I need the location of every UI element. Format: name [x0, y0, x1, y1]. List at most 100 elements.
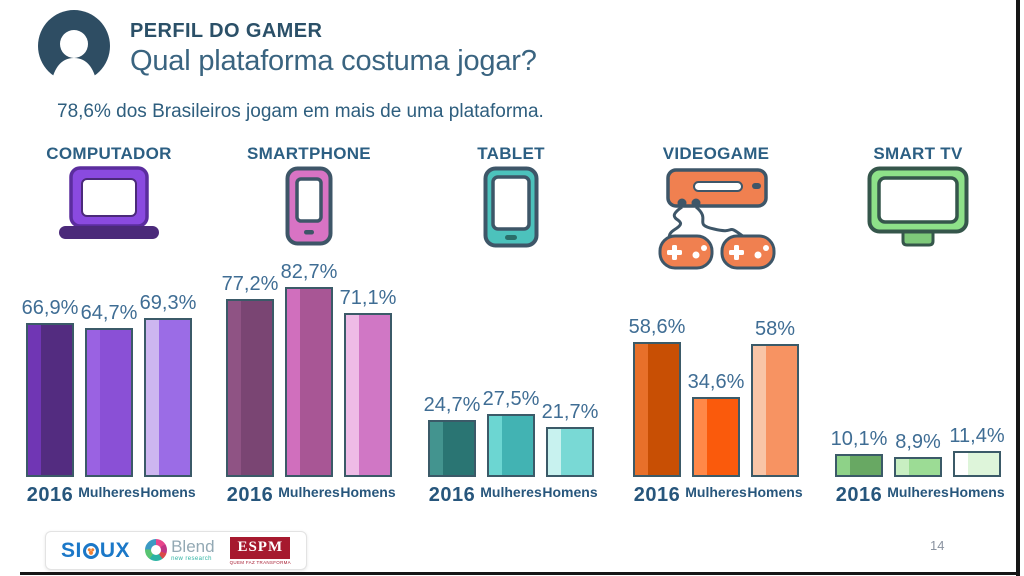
bar	[835, 454, 883, 477]
bar	[285, 287, 333, 477]
series-labels-row: 2016 Mulheres Homens	[226, 484, 396, 507]
bar-column: 34,6%	[688, 371, 744, 477]
series-label: Mulheres	[685, 484, 747, 500]
espm-tagline: QUEM FAZ TRANSFORMA	[229, 559, 291, 565]
slide-bottom-edge	[20, 572, 1020, 575]
series-label: 2016	[226, 484, 274, 506]
group-label: SMART TV	[873, 144, 963, 163]
bar-column: 71,1%	[340, 287, 396, 477]
value-label: 71,1%	[339, 287, 397, 309]
laptop-icon	[26, 166, 192, 242]
series-label: 2016	[428, 484, 476, 506]
bar	[546, 427, 594, 477]
value-label: 10,1%	[830, 428, 888, 450]
tablet-icon	[428, 166, 594, 248]
series-labels-row: 2016 Mulheres Homens	[26, 484, 196, 507]
bar-column: 8,9%	[894, 431, 942, 477]
page-title: Qual plataforma costuma jogar?	[130, 45, 537, 77]
chart-subtitle: 78,6% dos Brasileiros jogam em mais de u…	[57, 101, 544, 122]
header: PERFIL DO GAMER Qual plataforma costuma …	[130, 20, 537, 78]
bar-column: 24,7%	[424, 394, 480, 477]
bar-column: 21,7%	[542, 401, 598, 477]
espm-name: ESPM	[230, 536, 291, 559]
bar-column: 11,4%	[949, 425, 1005, 477]
series-labels-row: 2016 Mulheres Homens	[835, 484, 1005, 507]
value-label: 8,9%	[895, 431, 941, 453]
value-label: 69,3%	[139, 292, 197, 314]
person-icon	[36, 8, 112, 95]
series-label: Mulheres	[480, 484, 542, 500]
platform-group: SMARTPHONE 77,2% 82,7% 71,1% 2016 Mulheres Hom…	[222, 140, 397, 576]
platform-group: SMART TV 10,1% 8,9% 11,4% 2016 Mulheres Homens	[831, 140, 1005, 576]
platform-group: VIDEOGAME 58,6% 34,6% 58% 2016 Mulheres Homens	[629, 140, 803, 576]
series-label: Homens	[949, 484, 1005, 500]
value-label: 66,9%	[21, 297, 79, 319]
sioux-text-pre: SI	[61, 538, 82, 562]
group-label: VIDEOGAME	[662, 144, 770, 163]
bar-row: 66,9% 64,7% 69,3%	[22, 292, 196, 477]
value-label: 27,5%	[482, 388, 540, 410]
videogame-icon	[633, 166, 799, 272]
bar	[428, 420, 476, 477]
bar-row: 58,6% 34,6% 58%	[629, 316, 799, 477]
value-label: 58,6%	[628, 316, 686, 338]
bar	[953, 451, 1001, 477]
bar	[487, 414, 535, 477]
blend-name: Blend	[171, 537, 215, 557]
series-label: 2016	[26, 484, 74, 506]
bar	[226, 299, 274, 477]
footer-logo-box: SI UX Blend new research ESPM QUEM FAZ TR…	[45, 531, 307, 570]
bar	[26, 323, 74, 477]
smart-tv-icon	[835, 166, 1001, 248]
bar-column: 69,3%	[140, 292, 196, 477]
bar-column: 27,5%	[483, 388, 539, 477]
platform-group: TABLET 24,7% 27,5% 21,7% 2016 Mulheres Homens	[424, 140, 599, 576]
bar	[144, 318, 192, 477]
blend-logo: Blend new research	[145, 537, 215, 563]
eyebrow-title: PERFIL DO GAMER	[130, 20, 323, 42]
bar-column: 82,7%	[281, 261, 337, 477]
value-label: 82,7%	[280, 261, 338, 283]
blend-tagline: new research	[171, 556, 212, 563]
bar-column: 10,1%	[831, 428, 887, 477]
value-label: 21,7%	[541, 401, 599, 423]
series-labels-row: 2016 Mulheres Homens	[633, 484, 803, 507]
value-label: 34,6%	[687, 371, 745, 393]
bar-column: 66,9%	[22, 297, 78, 477]
bar	[633, 342, 681, 477]
group-label: SMARTPHONE	[247, 144, 371, 163]
bar-row: 24,7% 27,5% 21,7%	[424, 388, 598, 477]
series-label: Homens	[747, 484, 803, 500]
series-label: Homens	[542, 484, 598, 500]
platform-group: COMPUTADOR 66,9% 64,7% 69,3% 2016 Mulheres Hom…	[22, 140, 197, 576]
series-label: Homens	[140, 484, 196, 500]
group-label: COMPUTADOR	[46, 144, 172, 163]
bar	[85, 328, 133, 477]
value-label: 11,4%	[949, 425, 1005, 447]
series-label: 2016	[633, 484, 681, 506]
smartphone-icon	[226, 166, 392, 246]
group-label: TABLET	[477, 144, 545, 163]
value-label: 64,7%	[80, 302, 138, 324]
bar	[894, 457, 942, 477]
series-label: 2016	[835, 484, 883, 506]
series-label: Mulheres	[887, 484, 949, 500]
espm-logo: ESPM QUEM FAZ TRANSFORMA	[229, 536, 291, 565]
series-label: Mulheres	[78, 484, 140, 500]
series-label: Homens	[340, 484, 396, 500]
bar	[692, 397, 740, 477]
series-label: Mulheres	[278, 484, 340, 500]
slide-right-edge	[1016, 0, 1020, 576]
value-label: 77,2%	[221, 273, 279, 295]
bar	[344, 313, 392, 477]
bar-column: 64,7%	[81, 302, 137, 477]
bar-column: 58,6%	[629, 316, 685, 477]
blend-ring-icon	[145, 539, 168, 562]
bar	[751, 344, 799, 477]
value-label: 58%	[754, 318, 796, 340]
bar-row: 10,1% 8,9% 11,4%	[831, 425, 1005, 477]
value-label: 24,7%	[423, 394, 481, 416]
bar-column: 58%	[751, 318, 799, 477]
bar-column: 77,2%	[222, 273, 278, 477]
